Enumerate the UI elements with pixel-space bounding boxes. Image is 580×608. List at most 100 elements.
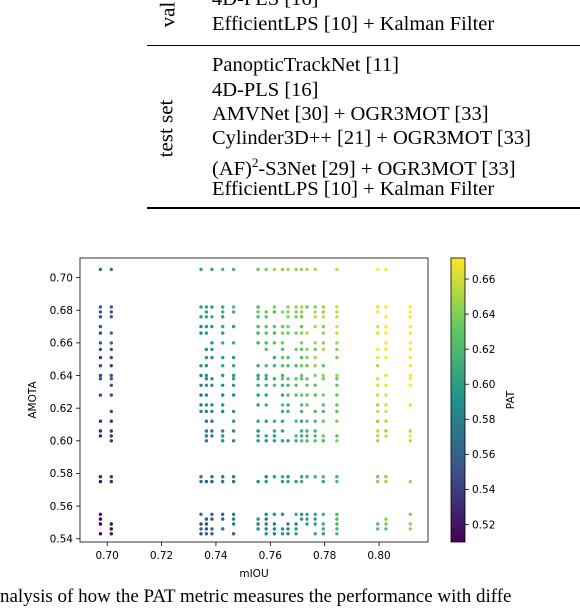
scatter-point	[313, 310, 317, 314]
scatter-point	[280, 341, 285, 345]
scatter-point	[305, 267, 309, 272]
scatter-point	[313, 517, 317, 521]
scatter-point	[109, 527, 114, 531]
scatter-point	[280, 403, 285, 407]
scatter-point	[280, 475, 285, 479]
scatter-point	[335, 517, 339, 521]
scatter-point	[98, 364, 103, 368]
scatter-point	[280, 409, 285, 414]
scatter-point	[313, 419, 317, 423]
scatter-point	[204, 479, 209, 484]
scatter-point	[98, 393, 103, 397]
scatter-point	[335, 434, 339, 438]
scatter-point	[210, 479, 214, 484]
scatter-point	[256, 373, 260, 378]
x-axis-label: mIOU	[239, 568, 268, 580]
scatter-point	[335, 393, 339, 397]
scatter-point	[305, 439, 309, 443]
scatter-point	[321, 377, 325, 381]
scatter-point	[321, 305, 325, 309]
colorbar-label: PAT	[505, 390, 517, 409]
scatter-point	[305, 429, 309, 433]
scatter-point	[305, 512, 309, 516]
scatter-point	[109, 377, 114, 381]
scatter-point	[294, 315, 298, 319]
scatter-point	[264, 419, 268, 423]
scatter-point	[210, 409, 214, 414]
scatter-point	[294, 305, 298, 309]
scatter-point	[313, 315, 317, 319]
scatter-point	[98, 347, 103, 352]
scatter-point	[294, 377, 298, 381]
scatter-point	[335, 383, 339, 387]
scatter-point	[221, 315, 225, 319]
scatter-point	[231, 517, 236, 521]
scatter-point	[204, 310, 209, 314]
scatter-point	[280, 527, 285, 531]
scatter-point	[264, 393, 268, 397]
scatter-point	[210, 377, 214, 381]
scatter-point	[321, 434, 325, 438]
scatter-point	[294, 522, 298, 526]
scatter-point	[204, 347, 209, 352]
scatter-point	[210, 383, 214, 387]
scatter-point	[109, 347, 114, 352]
scatter-point	[376, 364, 380, 368]
scatter-point	[204, 315, 209, 319]
scatter-point	[384, 315, 388, 319]
scatter-point	[335, 532, 339, 536]
scatter-point	[313, 347, 317, 352]
scatter-point	[408, 439, 412, 443]
scatter-point	[204, 429, 209, 433]
scatter-point	[299, 517, 304, 521]
scatter-point	[321, 364, 325, 368]
scatter-point	[280, 479, 285, 484]
scatter-point	[286, 475, 290, 479]
scatter-point	[294, 347, 298, 352]
scatter-point	[231, 522, 236, 526]
scatter-point	[305, 517, 309, 521]
plot-frame	[79, 257, 429, 543]
scatter-point	[335, 315, 339, 319]
scatter-point	[221, 393, 225, 397]
scatter-point	[335, 527, 339, 531]
scatter-point	[272, 341, 277, 345]
scatter-point	[335, 439, 339, 443]
scatter-point	[294, 364, 298, 368]
scatter-point	[264, 479, 268, 484]
scatter-point	[272, 475, 277, 479]
scatter-point	[305, 403, 309, 407]
scatter-point	[384, 373, 388, 378]
scatter-point	[210, 267, 214, 272]
scatter-point	[376, 419, 380, 423]
scatter-point	[294, 419, 298, 423]
y-tick-label: 0.60	[50, 436, 73, 448]
scatter-point	[305, 383, 309, 387]
scatter-point	[280, 439, 285, 443]
x-tick-label: 0.74	[204, 550, 228, 562]
scatter-point	[280, 267, 285, 272]
scatter-point	[299, 373, 304, 378]
scatter-point	[335, 331, 339, 335]
scatter-point	[98, 429, 103, 433]
scatter-point	[299, 347, 304, 352]
colorbar-tick-label: 0.62	[472, 344, 495, 356]
scatter-point	[210, 512, 214, 516]
scatter-point	[264, 403, 268, 407]
scatter-point	[321, 409, 325, 414]
scatter-point	[256, 439, 260, 443]
scatter-point	[264, 377, 268, 381]
scatter-point	[256, 419, 260, 423]
scatter-point	[221, 310, 225, 314]
scatter-point	[305, 434, 309, 438]
scatter-point	[204, 409, 209, 414]
scatter-point	[294, 439, 298, 443]
scatter-point	[109, 409, 114, 414]
scatter-point	[272, 310, 277, 314]
scatter-point	[221, 479, 225, 484]
scatter-point	[199, 393, 203, 397]
scatter-point	[204, 403, 209, 407]
scatter-point	[256, 331, 260, 335]
scatter-point	[204, 532, 209, 536]
scatter-point	[98, 517, 103, 521]
